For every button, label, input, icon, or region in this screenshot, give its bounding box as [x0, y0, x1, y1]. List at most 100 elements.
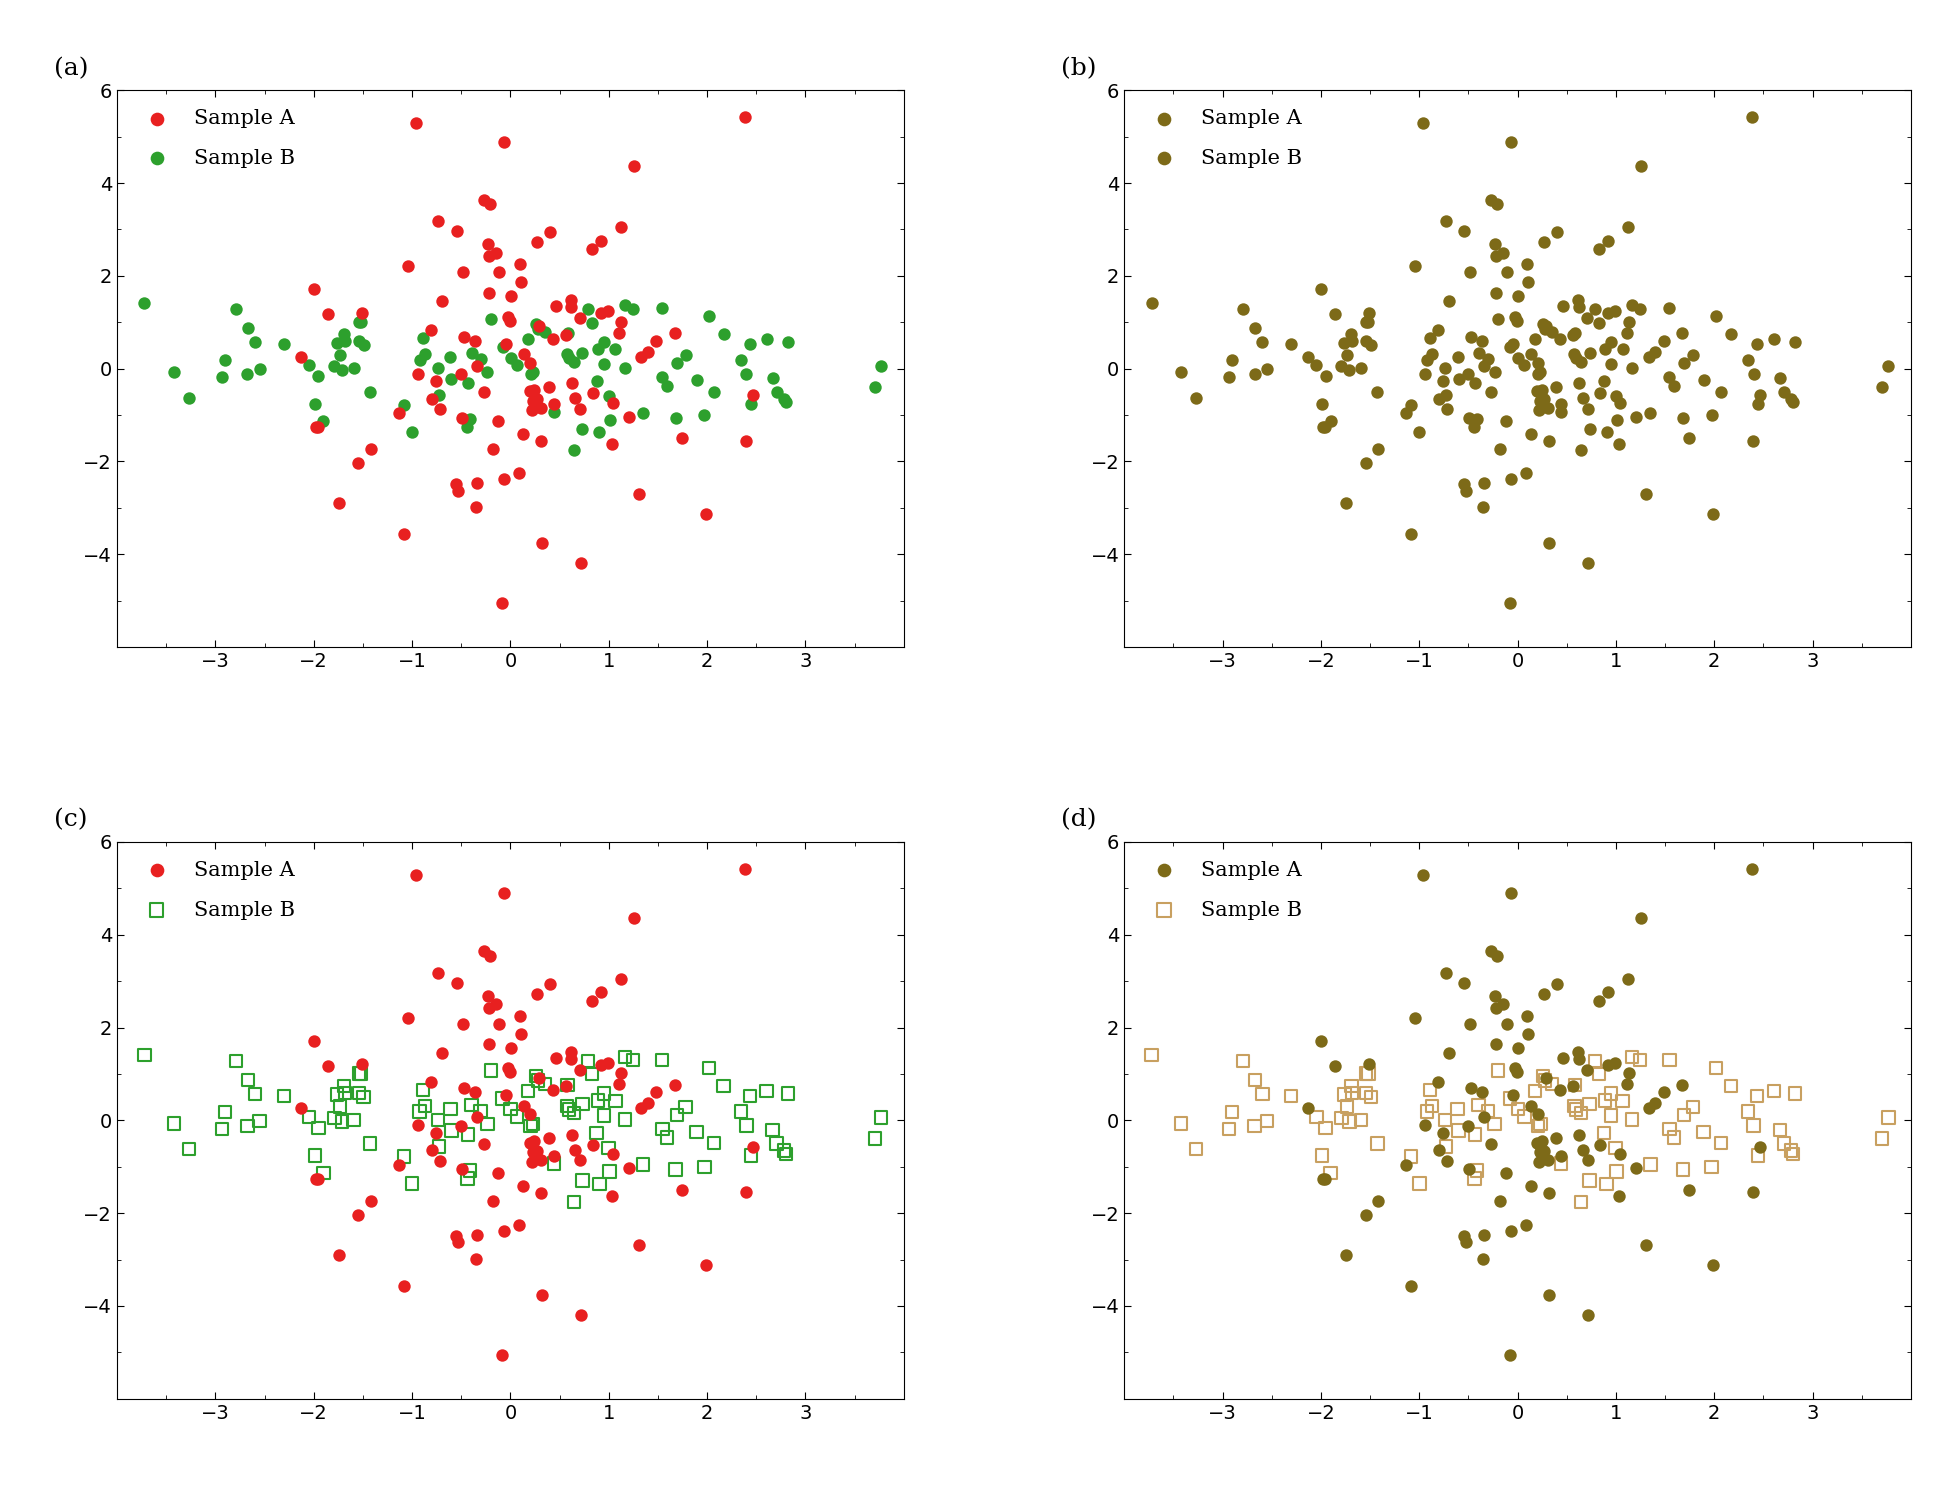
Sample A — [577, 1133, 608, 1157]
Sample B — [1658, 1125, 1689, 1149]
Sample A — [534, 374, 566, 399]
Sample A — [597, 1184, 628, 1208]
Sample B — [1634, 1152, 1665, 1176]
Sample B — [760, 1131, 792, 1155]
Sample B — [232, 1114, 263, 1139]
Sample A — [1511, 1003, 1542, 1027]
Sample A — [1531, 1066, 1562, 1090]
Sample B — [1580, 298, 1611, 322]
Sample B — [725, 347, 757, 371]
Sample A — [488, 591, 519, 615]
Sample B — [1166, 359, 1197, 384]
Sample B — [1732, 347, 1763, 371]
Sample B — [733, 332, 764, 356]
Sample B — [583, 420, 614, 444]
Sample B — [513, 1078, 544, 1102]
Sample B — [768, 1139, 800, 1163]
Sample B — [1461, 1122, 1492, 1146]
Sample A — [460, 495, 491, 519]
Sample A — [521, 230, 552, 254]
Sample A — [1424, 1139, 1455, 1163]
Sample B — [554, 1098, 585, 1122]
Sample A — [1293, 1096, 1324, 1120]
Sample A — [1529, 1139, 1560, 1163]
Sample A — [1431, 397, 1462, 421]
Sample A — [624, 481, 655, 505]
Sample A — [1521, 379, 1552, 403]
Sample B — [581, 370, 612, 394]
Sample A — [474, 943, 505, 967]
Sample B — [1607, 1089, 1638, 1113]
Sample A — [1599, 1051, 1630, 1075]
Sample B — [581, 1120, 612, 1145]
Sample B — [1741, 332, 1773, 356]
Sample A — [1466, 328, 1498, 352]
Sample A — [534, 220, 566, 244]
Sample B — [1669, 352, 1700, 376]
Sample B — [1580, 1048, 1611, 1072]
Sample A — [1515, 343, 1546, 367]
Sample A — [1630, 1233, 1661, 1257]
Sample A — [1531, 314, 1562, 338]
Sample B — [1634, 402, 1665, 426]
Sample A — [300, 1167, 332, 1191]
Sample B — [1658, 374, 1689, 399]
Sample A — [324, 1244, 355, 1268]
Sample B — [1624, 296, 1656, 320]
Sample A — [540, 1045, 571, 1069]
Sample A — [1408, 111, 1439, 135]
Sample A — [523, 314, 554, 338]
Sample A — [1613, 310, 1644, 334]
Sample A — [690, 1253, 722, 1277]
Sample B — [1560, 346, 1591, 370]
Sample B — [698, 379, 729, 403]
Sample B — [501, 352, 532, 376]
Sample B — [1574, 1169, 1605, 1193]
Sample B — [1429, 356, 1461, 381]
Sample A — [1527, 378, 1558, 402]
Sample A — [423, 209, 454, 233]
Sample B — [530, 320, 562, 344]
Sample B — [16, 1111, 47, 1136]
Sample A — [392, 1006, 423, 1030]
Sample A — [491, 1056, 523, 1080]
Sample A — [1523, 1102, 1554, 1126]
Sample A — [1293, 344, 1324, 368]
Sample B — [423, 384, 454, 408]
Sample A — [478, 438, 509, 462]
Sample A — [1427, 1120, 1459, 1145]
Sample B — [1519, 328, 1550, 352]
Sample B — [345, 310, 376, 334]
Sample A — [355, 1190, 386, 1214]
Sample B — [423, 356, 454, 381]
Sample B — [488, 1086, 519, 1110]
Sample B — [1502, 1098, 1533, 1122]
Sample A — [1583, 238, 1615, 262]
Sample A — [1605, 1143, 1636, 1167]
Sample B — [1617, 1045, 1648, 1069]
Sample A — [604, 1072, 636, 1096]
Sample A — [667, 1178, 698, 1202]
Sample B — [343, 310, 374, 334]
Sample B — [1478, 361, 1509, 385]
Sample A — [1558, 323, 1589, 347]
Sample B — [593, 385, 624, 409]
Sample A — [1667, 1072, 1698, 1096]
Sample A — [402, 361, 433, 385]
Sample B — [651, 1125, 682, 1149]
Sample A — [1572, 397, 1603, 421]
Sample A — [343, 1203, 374, 1227]
Sample A — [1468, 471, 1500, 495]
Sample B — [1716, 1074, 1747, 1098]
Sample A — [1502, 308, 1533, 332]
Sample A — [729, 105, 760, 129]
Sample B — [1332, 343, 1363, 367]
Sample A — [1494, 591, 1525, 615]
Sample B — [1589, 1089, 1620, 1113]
Sample B — [1677, 1095, 1708, 1119]
Sample B — [435, 367, 466, 391]
Sample B — [751, 1078, 782, 1102]
Sample A — [1449, 220, 1480, 244]
Sample A — [298, 277, 330, 301]
Sample A — [462, 1223, 493, 1247]
